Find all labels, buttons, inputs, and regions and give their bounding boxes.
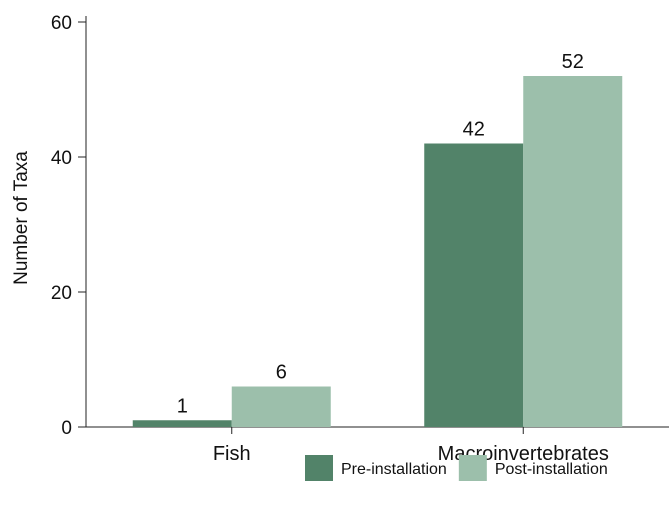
legend: Pre-installation Post-installation (305, 455, 608, 481)
x-tick-label: Fish (213, 443, 251, 465)
bars: 1 6 42 52 (132, 51, 623, 427)
bar (231, 386, 331, 427)
bar (523, 76, 623, 427)
y-tick-label: 0 (61, 418, 72, 439)
y-axis-label: Number of Taxa (11, 151, 32, 285)
y-tick-label: 60 (51, 13, 72, 34)
legend-label: Post-installation (495, 461, 608, 478)
y-tick-label: 40 (51, 148, 72, 169)
data-label: 52 (562, 51, 584, 73)
bar (424, 143, 524, 427)
legend-swatch (305, 455, 333, 481)
legend-label: Pre-installation (341, 461, 447, 478)
y-tick-label: 20 (51, 283, 72, 304)
bar (132, 420, 232, 427)
data-label: 42 (463, 119, 485, 141)
data-label: 6 (276, 362, 287, 384)
legend-swatch (458, 455, 487, 481)
data-label: 1 (177, 395, 188, 417)
